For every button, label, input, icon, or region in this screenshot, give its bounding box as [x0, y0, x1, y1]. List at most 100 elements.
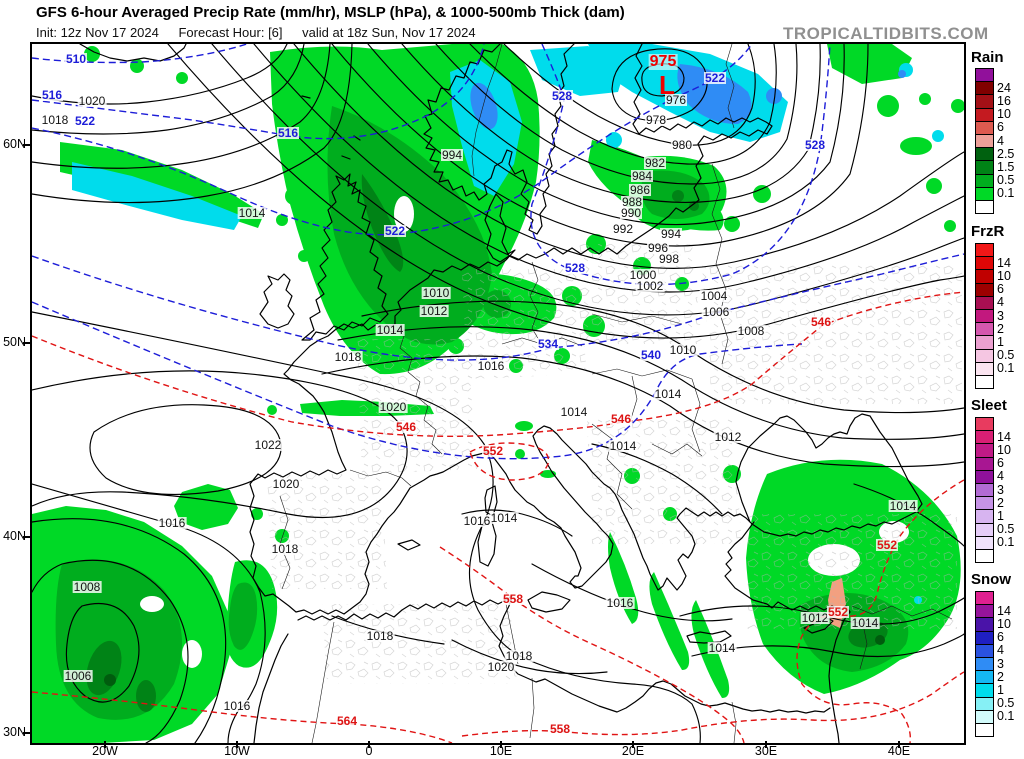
- coastlines: [79, 44, 923, 743]
- legend-cell: [976, 200, 993, 214]
- map-frame: [30, 42, 966, 745]
- legend-label-frzr-1: 1: [997, 334, 1004, 349]
- country-borders: [279, 44, 953, 743]
- forecast-hour: Forecast Hour: [6]: [178, 25, 283, 40]
- legend-cell: [976, 270, 993, 284]
- legend-cell: [976, 697, 993, 711]
- legend-cell: [976, 549, 993, 563]
- legend-cell: [976, 618, 993, 632]
- legend-title-frzr: FrzR: [971, 223, 1005, 240]
- legend-label-sleet-3: 3: [997, 482, 1004, 497]
- legend-label-frzr-6: 6: [997, 281, 1004, 296]
- lon-tick-mark: [632, 741, 634, 748]
- legend-label-frzr-4: 4: [997, 295, 1004, 310]
- legend-cell: [976, 684, 993, 698]
- legend-title-sleet: Sleet: [971, 397, 1007, 414]
- lat-axis-label-60N: 60N: [3, 137, 26, 151]
- legend-colorbar-frzr: [975, 243, 994, 390]
- legend-label-rain-0.5: 0.5: [997, 172, 1015, 187]
- legend-cell: [976, 418, 993, 432]
- legend-label-snow-2: 2: [997, 669, 1004, 684]
- lat-axis-label-40N: 40N: [3, 529, 26, 543]
- legend-label-snow-10: 10: [997, 616, 1011, 631]
- legend-cell: [976, 592, 993, 606]
- init-valid-line: Init: 12z Nov 17 2024 Forecast Hour: [6]…: [36, 25, 492, 40]
- lon-tick-mark: [104, 741, 106, 748]
- legend-label-rain-4: 4: [997, 133, 1004, 148]
- legend-cell: [976, 671, 993, 685]
- legend-cell: [976, 457, 993, 471]
- legend-cell: [976, 605, 993, 619]
- map-graphic: [32, 44, 964, 743]
- legend-cell: [976, 257, 993, 271]
- legend-label-frzr-0.1: 0.1: [997, 361, 1015, 376]
- legend-cell: [976, 723, 993, 737]
- legend-label-frzr-3: 3: [997, 308, 1004, 323]
- legend-label-sleet-1: 1: [997, 508, 1004, 523]
- legend-cell: [976, 283, 993, 297]
- legend-cell: [976, 644, 993, 658]
- legend-cell: [976, 187, 993, 201]
- legend-cell: [976, 431, 993, 445]
- lon-tick-mark: [898, 741, 900, 748]
- legend-cell: [976, 336, 993, 350]
- admin-boundaries-texture: [267, 244, 962, 684]
- legend-cell: [976, 523, 993, 537]
- legend-label-rain-1.5: 1.5: [997, 159, 1015, 174]
- legend-label-rain-24: 24: [997, 80, 1011, 95]
- legend-label-rain-10: 10: [997, 106, 1011, 121]
- legend-label-sleet-10: 10: [997, 442, 1011, 457]
- snow-shading-heavy: [470, 64, 906, 130]
- legend-cell: [976, 444, 993, 458]
- lat-tick-mark: [23, 732, 30, 734]
- legend-cell: [976, 161, 993, 175]
- legend-colorbar-sleet: [975, 417, 994, 564]
- legend-label-snow-0.1: 0.1: [997, 709, 1015, 724]
- legend-cell: [976, 121, 993, 135]
- legend-cell: [976, 362, 993, 376]
- legend-label-frzr-10: 10: [997, 268, 1011, 283]
- legend-label-snow-6: 6: [997, 629, 1004, 644]
- legend-cell: [976, 710, 993, 724]
- lat-tick-mark: [23, 342, 30, 344]
- legend-cell: [976, 657, 993, 672]
- legend-label-rain-6: 6: [997, 120, 1004, 135]
- legend-label-snow-3: 3: [997, 656, 1004, 671]
- lat-tick-mark: [23, 536, 30, 538]
- lon-tick-mark: [236, 741, 238, 748]
- legend-label-snow-4: 4: [997, 643, 1004, 658]
- lat-axis-label-30N: 30N: [3, 725, 26, 739]
- legend-label-sleet-6: 6: [997, 455, 1004, 470]
- legend-title-rain: Rain: [971, 49, 1004, 66]
- lon-tick-mark: [368, 741, 370, 748]
- lat-axis-label-50N: 50N: [3, 335, 26, 349]
- legend-label-rain-0.1: 0.1: [997, 186, 1015, 201]
- lat-tick-mark: [23, 144, 30, 146]
- lon-tick-mark: [765, 741, 767, 748]
- lon-axis-label-0: 0: [365, 744, 373, 758]
- tropicaltidbits-watermark: TROPICALTIDBITS.COM: [783, 24, 989, 43]
- legend-colorbar-snow: [975, 591, 994, 738]
- legend-cell: [976, 296, 993, 310]
- legend-cell: [976, 82, 993, 96]
- legend-cell: [976, 497, 993, 511]
- legend-cell: [976, 95, 993, 109]
- legend-label-snow-14: 14: [997, 603, 1011, 618]
- legend-title-snow: Snow: [971, 571, 1011, 588]
- legend-cell: [976, 244, 993, 258]
- legend-cell: [976, 470, 993, 484]
- lon-axis-label-20E: 20E: [621, 744, 645, 758]
- legend-colorbar-rain: [975, 68, 994, 215]
- legend-label-snow-1: 1: [997, 682, 1004, 697]
- legend-label-sleet-0.5: 0.5: [997, 521, 1015, 536]
- legend-cell: [976, 536, 993, 550]
- legend-label-rain-16: 16: [997, 93, 1011, 108]
- legend-cell: [976, 134, 993, 149]
- legend-label-snow-0.5: 0.5: [997, 695, 1015, 710]
- legend-label-sleet-2: 2: [997, 495, 1004, 510]
- init-time: Init: 12z Nov 17 2024: [36, 25, 159, 40]
- legend-label-rain-2.5: 2.5: [997, 146, 1015, 161]
- legend-label-frzr-0.5: 0.5: [997, 347, 1015, 362]
- legend-cell: [976, 510, 993, 524]
- legend-cell: [976, 349, 993, 363]
